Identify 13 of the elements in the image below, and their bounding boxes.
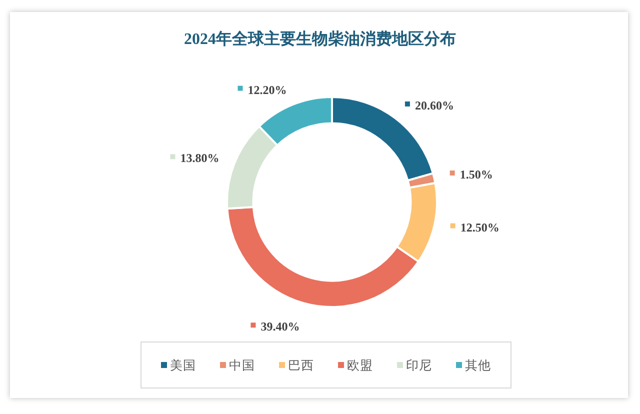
legend-label: 欧盟 bbox=[347, 358, 373, 372]
legend-label: 巴西 bbox=[288, 358, 314, 372]
data-label: 13.80% bbox=[180, 151, 220, 166]
legend-label: 中国 bbox=[229, 358, 255, 372]
data-label: 39.40% bbox=[260, 320, 300, 334]
legend-label: 美国 bbox=[170, 358, 196, 372]
data-label: 20.60% bbox=[414, 98, 454, 112]
data-label: 12.50% bbox=[460, 220, 500, 234]
chart-title: 2024年全球主要生物柴油消费地区分布 bbox=[184, 29, 456, 48]
data-label: 1.50% bbox=[460, 167, 493, 182]
legend-label: 印尼 bbox=[406, 358, 432, 372]
legend-label: 其他 bbox=[465, 358, 491, 372]
data-label: 12.20% bbox=[248, 82, 287, 97]
